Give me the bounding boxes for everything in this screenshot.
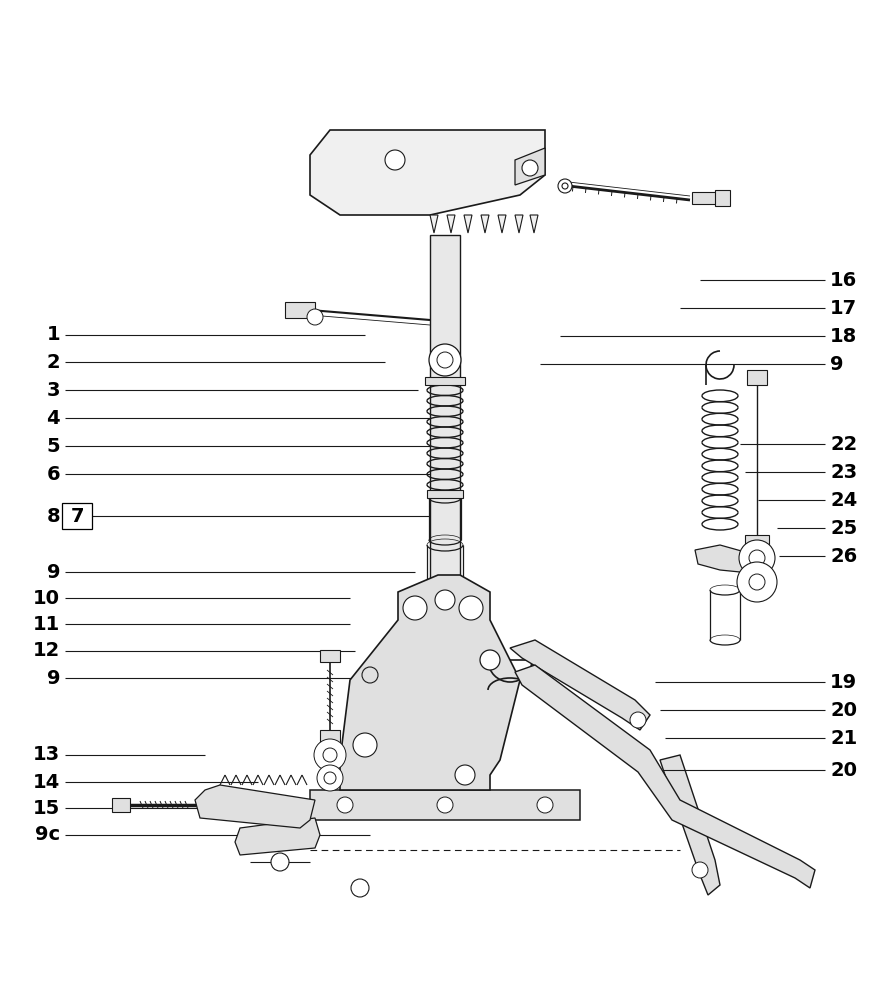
Circle shape xyxy=(317,765,343,791)
Bar xyxy=(285,302,315,318)
Polygon shape xyxy=(430,215,438,233)
Circle shape xyxy=(737,562,777,602)
Text: 17: 17 xyxy=(830,298,857,318)
Text: 8: 8 xyxy=(46,506,60,526)
Circle shape xyxy=(435,590,455,610)
Polygon shape xyxy=(464,215,472,233)
Text: 16: 16 xyxy=(830,270,857,290)
Circle shape xyxy=(459,596,483,620)
Bar xyxy=(745,535,769,549)
Text: 7: 7 xyxy=(70,506,84,526)
Text: 6: 6 xyxy=(46,464,60,484)
Circle shape xyxy=(739,540,775,576)
Text: 21: 21 xyxy=(830,728,857,748)
Circle shape xyxy=(480,650,500,670)
Text: 1: 1 xyxy=(46,326,60,344)
Polygon shape xyxy=(195,785,315,828)
Polygon shape xyxy=(481,215,489,233)
Text: 25: 25 xyxy=(830,518,857,538)
Text: 26: 26 xyxy=(830,546,857,566)
Text: 15: 15 xyxy=(33,798,60,818)
Circle shape xyxy=(385,150,405,170)
Bar xyxy=(425,377,465,385)
FancyBboxPatch shape xyxy=(62,503,92,529)
Circle shape xyxy=(558,179,572,193)
Text: 22: 22 xyxy=(830,434,857,454)
Polygon shape xyxy=(515,665,815,888)
Text: 18: 18 xyxy=(830,326,857,346)
Text: 9c: 9c xyxy=(35,826,60,844)
Polygon shape xyxy=(515,215,523,233)
Circle shape xyxy=(437,352,453,368)
Text: 4: 4 xyxy=(46,408,60,428)
Bar xyxy=(320,730,340,744)
Bar xyxy=(320,650,340,662)
Bar xyxy=(430,235,460,760)
Bar xyxy=(692,192,717,204)
Polygon shape xyxy=(530,215,538,233)
Text: 20: 20 xyxy=(830,700,857,720)
Circle shape xyxy=(314,739,346,771)
Text: 20: 20 xyxy=(830,760,857,780)
Text: 3: 3 xyxy=(46,380,60,399)
Bar xyxy=(715,190,730,206)
Text: 2: 2 xyxy=(46,353,60,371)
Circle shape xyxy=(362,667,378,683)
Text: 9: 9 xyxy=(46,562,60,582)
Text: 9: 9 xyxy=(46,668,60,688)
Circle shape xyxy=(337,797,353,813)
Text: 23: 23 xyxy=(830,462,857,482)
Text: 13: 13 xyxy=(33,746,60,764)
Polygon shape xyxy=(498,215,506,233)
Bar xyxy=(112,798,130,812)
Circle shape xyxy=(522,160,538,176)
Circle shape xyxy=(562,183,568,189)
Circle shape xyxy=(537,797,553,813)
Circle shape xyxy=(353,733,377,757)
Bar xyxy=(747,370,767,385)
Text: 14: 14 xyxy=(33,772,60,792)
Circle shape xyxy=(324,772,336,784)
Polygon shape xyxy=(660,755,720,895)
Text: 19: 19 xyxy=(830,672,857,692)
Circle shape xyxy=(323,748,337,762)
Polygon shape xyxy=(510,640,650,730)
Text: 5: 5 xyxy=(46,436,60,456)
Polygon shape xyxy=(515,148,545,185)
Polygon shape xyxy=(340,575,520,790)
Text: 9: 9 xyxy=(830,355,844,373)
Circle shape xyxy=(429,344,461,376)
Polygon shape xyxy=(235,818,320,855)
Polygon shape xyxy=(447,215,455,233)
Circle shape xyxy=(749,574,765,590)
Circle shape xyxy=(437,797,453,813)
Circle shape xyxy=(307,309,323,325)
Circle shape xyxy=(630,712,646,728)
Text: 11: 11 xyxy=(33,614,60,634)
Circle shape xyxy=(749,550,765,566)
Polygon shape xyxy=(310,790,580,820)
Circle shape xyxy=(271,853,289,871)
Circle shape xyxy=(351,879,369,897)
Circle shape xyxy=(455,765,475,785)
Text: 24: 24 xyxy=(830,490,857,510)
Circle shape xyxy=(692,862,708,878)
Text: 12: 12 xyxy=(33,642,60,660)
Polygon shape xyxy=(695,545,748,572)
Polygon shape xyxy=(310,130,545,215)
Text: 10: 10 xyxy=(33,588,60,607)
Bar xyxy=(427,490,463,498)
Circle shape xyxy=(403,596,427,620)
